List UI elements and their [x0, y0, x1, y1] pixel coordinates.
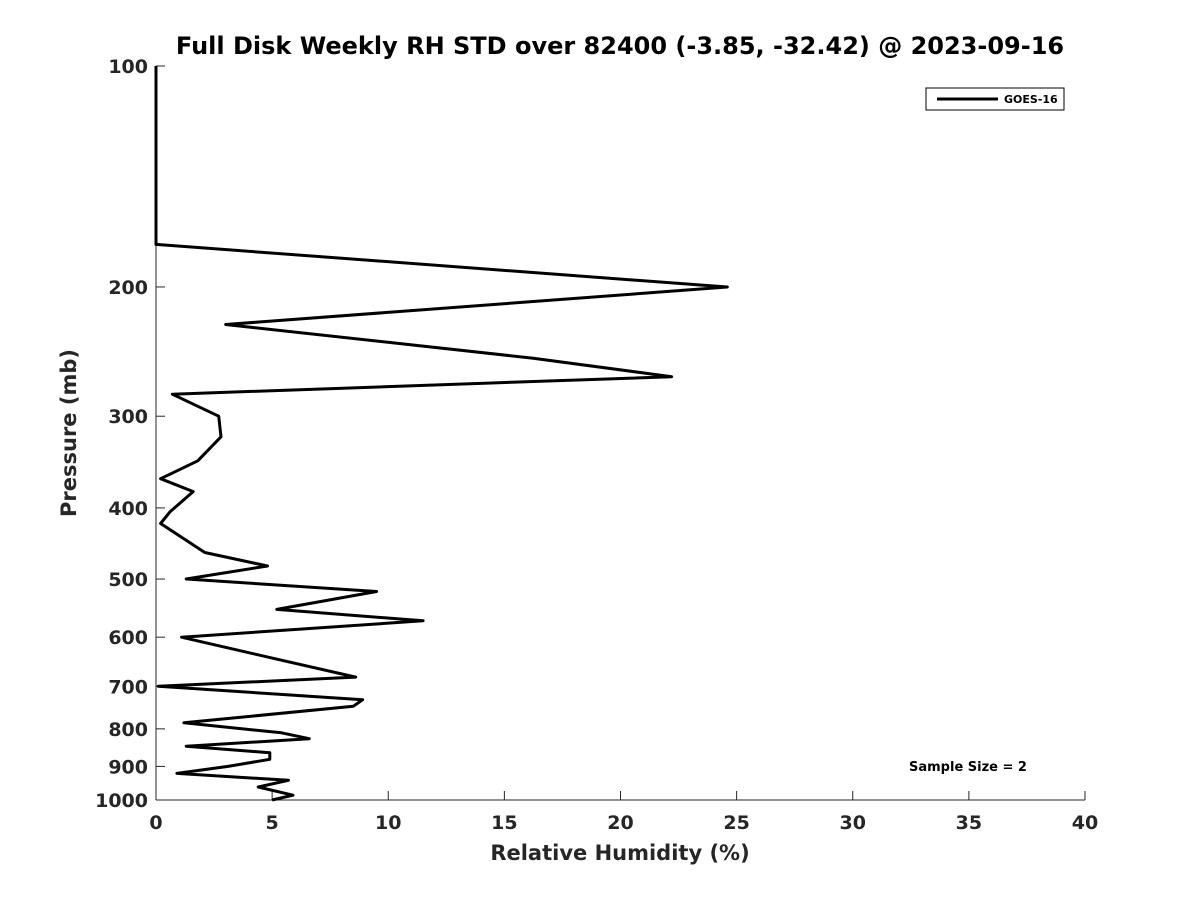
y-tick-label: 600: [108, 627, 148, 649]
y-tick-label: 100: [108, 56, 148, 78]
x-tick-label: 10: [375, 812, 401, 834]
legend: GOES-16: [925, 87, 1065, 111]
x-tick-label: 15: [491, 812, 517, 834]
sample-size-annotation: Sample Size = 2: [909, 760, 1027, 775]
x-tick-label: 40: [1072, 812, 1098, 834]
x-tick-label: 0: [149, 812, 162, 834]
x-tick-label: 5: [266, 812, 279, 834]
y-tick-label: 500: [108, 569, 148, 591]
x-tick-label: 20: [607, 812, 633, 834]
y-tick-label: 800: [108, 719, 148, 741]
plot-area: 0 5 10 15 20 25 30 35 40 100 200 300 400 500 600 700 800…: [95, 56, 1098, 834]
x-tick-label: 35: [956, 812, 982, 834]
series-line-goes-16: [154, 66, 729, 802]
legend-label-goes-16: GOES-16: [1004, 93, 1058, 106]
y-tick-label: 900: [108, 756, 148, 778]
chart-title: Full Disk Weekly RH STD over 82400 (-3.8…: [176, 32, 1064, 60]
y-tick-label: 200: [108, 277, 148, 299]
x-axis-label: Relative Humidity (%): [490, 841, 749, 865]
y-tick-label: 700: [108, 676, 148, 698]
y-tick-label: 400: [108, 498, 148, 520]
x-tick-label: 25: [723, 812, 749, 834]
x-tick-label: 30: [840, 812, 866, 834]
y-axis-label: Pressure (mb): [57, 349, 81, 517]
y-tick-label: 1000: [95, 790, 148, 812]
y-tick-label: 300: [108, 406, 148, 428]
